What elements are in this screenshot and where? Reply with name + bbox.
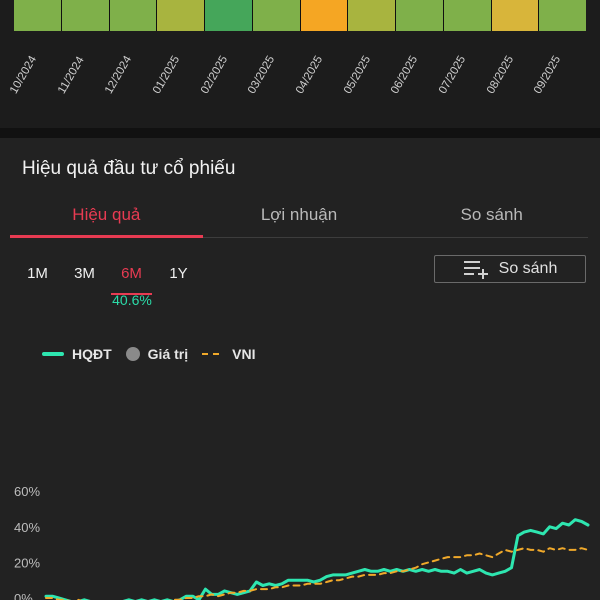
heatmap-cell[interactable]	[300, 0, 348, 31]
heatmap-month-label-slot: 04/2025	[294, 34, 348, 96]
chart-legend: HQĐT Giá trị VNI	[42, 346, 269, 362]
period-selector: 1M 3M 6M 1Y	[14, 262, 202, 295]
tab-bar: Hiệu quả Lợi nhuận So sánh	[10, 198, 588, 238]
heatmap-month-label-slot: 05/2025	[342, 34, 396, 96]
y-tick-label: 0%	[14, 591, 33, 600]
heatmap-cell[interactable]	[396, 0, 443, 31]
heatmap-row	[14, 0, 586, 31]
heatmap-cell[interactable]	[61, 0, 109, 31]
period-3m[interactable]: 3M	[74, 265, 95, 282]
tab-loi-nhuan[interactable]: Lợi nhuận	[260, 205, 338, 224]
y-tick-label: 20%	[14, 555, 40, 570]
heatmap-month-label-slot: 02/2025	[199, 34, 253, 96]
heatmap-month-label-slot: 08/2025	[485, 34, 539, 96]
legend-hqdt-swatch	[42, 352, 64, 356]
heatmap-month-label-slot: 11/2024	[56, 34, 110, 96]
section-divider	[0, 128, 600, 138]
heatmap-cell[interactable]	[14, 0, 61, 31]
heatmap-month-label-slot: 07/2025	[437, 34, 491, 96]
y-tick-label: 40%	[14, 520, 40, 535]
heatmap-month-label-slot: 12/2024	[103, 34, 157, 96]
legend-item-vni[interactable]: VNI	[202, 346, 255, 362]
heatmap-cell[interactable]	[157, 0, 204, 31]
legend-vni-swatch	[202, 353, 225, 355]
series-line-hqdt	[44, 518, 590, 600]
heatmap-cell[interactable]	[348, 0, 395, 31]
legend-vni-label: VNI	[232, 346, 256, 362]
heatmap-cell[interactable]	[491, 0, 539, 31]
monthly-heatmap: 10/2024 11/2024 12/2024 01/2025 02/2025 03/20…	[0, 0, 600, 128]
legend-gia-tri-swatch	[125, 347, 140, 361]
tab-so-sanh[interactable]: So sánh	[460, 205, 523, 224]
heatmap-month-label-slot: 10/2024	[8, 34, 62, 96]
heatmap-cell[interactable]	[109, 0, 157, 31]
performance-line-chart: 60% 40% 20% 0%	[14, 484, 590, 600]
heatmap-month-labels: 10/2024 11/2024 12/2024 01/2025 02/2025 03/20…	[8, 34, 586, 96]
heatmap-cell[interactable]	[205, 0, 252, 31]
legend-hqdt-label: HQĐT	[72, 346, 112, 362]
legend-gia-tri-label: Giá trị	[147, 346, 189, 362]
y-tick-label: 60%	[14, 484, 40, 499]
heatmap-cell[interactable]	[252, 0, 300, 31]
heatmap-month-label: 10/2024	[7, 53, 40, 96]
investment-performance-card: Hiệu quả đầu tư cổ phiếu Hiệu quả Lợi nh…	[0, 138, 600, 600]
legend-item-hqdt[interactable]: HQĐT	[42, 346, 112, 362]
heatmap-month-label-slot: 06/2025	[389, 34, 443, 96]
period-1y[interactable]: 1Y	[169, 265, 188, 282]
heatmap-month-label-slot: 01/2025	[151, 34, 205, 96]
heatmap-month-label-slot: 09/2025	[532, 34, 586, 96]
period-1m[interactable]: 1M	[27, 265, 48, 282]
compare-button[interactable]: So sánh	[434, 255, 586, 283]
heatmap-cell[interactable]	[443, 0, 491, 31]
add-list-icon	[463, 261, 488, 279]
tab-hieu-qua[interactable]: Hiệu quả	[10, 198, 203, 238]
heatmap-month-label-slot: 03/2025	[246, 34, 300, 96]
compare-button-label: So sánh	[498, 260, 558, 277]
legend-item-gia-tri[interactable]: Giá trị	[125, 346, 189, 362]
heatmap-cell[interactable]	[539, 0, 586, 31]
period-6m[interactable]: 6M	[108, 262, 155, 295]
card-title: Hiệu quả đầu tư cổ phiếu	[22, 158, 236, 179]
series-line-vni	[45, 547, 589, 600]
performance-value: 40.6%	[112, 292, 152, 308]
